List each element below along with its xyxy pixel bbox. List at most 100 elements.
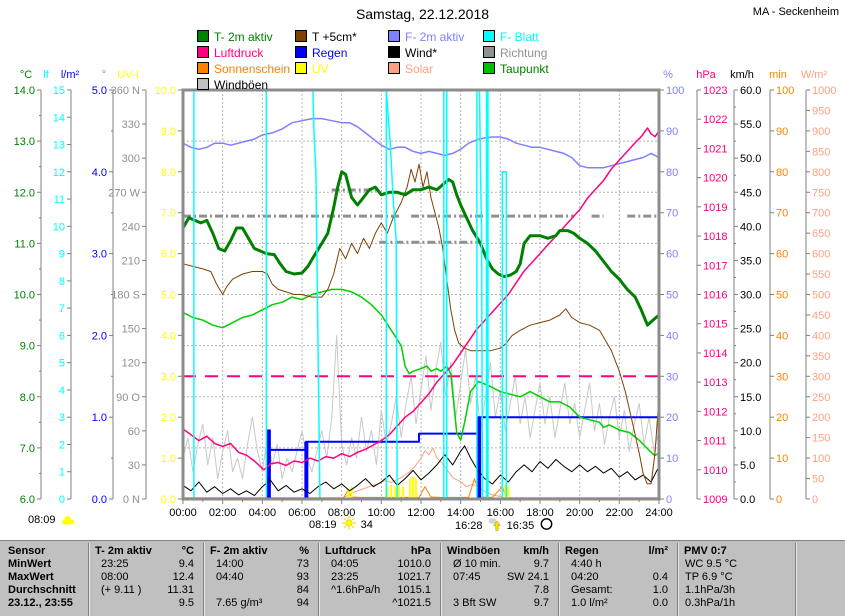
legend-label-taupunkt: Taupunkt	[500, 62, 549, 76]
legend-label-richtung: Richtung	[500, 46, 548, 60]
table-header-row: Sensor T- 2m aktiv °C F- 2m aktiv% Luftdruck…	[0, 545, 845, 558]
chart-plot-area[interactable]	[181, 88, 661, 501]
axis-tick-label-hpa: 1015	[703, 319, 727, 331]
statistics-table: Sensor T- 2m aktiv °C F- 2m aktiv% Luftdruck…	[0, 540, 845, 616]
table-column-separator	[677, 543, 679, 616]
table-cell-value: 9.4	[178, 558, 194, 570]
legend-item-wind[interactable]: Wind*	[388, 44, 437, 60]
table-cell: Luftdruck	[325, 545, 376, 557]
axis-tick-label-wm2: 500	[812, 290, 830, 302]
axis-tick-label-uv: 4.0	[161, 330, 176, 342]
series-t2m	[181, 170, 660, 327]
axis-tick-label-kmh: 5.0	[740, 460, 755, 472]
legend-item-windboeen[interactable]: Windböen	[197, 76, 268, 92]
axis-tick-label-uv: 9.0	[161, 126, 176, 138]
axis-tick-label-temp: 9.0	[20, 341, 35, 353]
legend-item-taupunkt[interactable]: Taupunkt	[483, 60, 549, 76]
table-cell: 14:00	[216, 558, 244, 570]
axis-tick-label-wm2: 950	[812, 105, 830, 117]
series-uv-bar	[504, 484, 507, 499]
legend-item-f2m[interactable]: F- 2m aktiv	[388, 28, 464, 44]
table-cell: 04:20	[571, 571, 599, 583]
x-axis-label: 16:00	[487, 507, 515, 519]
table-cell: Regen	[565, 545, 599, 557]
axis-tick-label-wm2: 750	[812, 187, 830, 199]
axis-tick-label-wm2: 200	[812, 412, 830, 424]
axis-title-dir: °	[102, 69, 106, 81]
axis-tick-label-uv: 3.0	[161, 371, 176, 383]
axis-tick-label-minutes: 30	[776, 371, 788, 383]
axis-tick-label-hum: 100	[666, 85, 684, 97]
table-cell: Ø 10 min.	[453, 558, 501, 570]
axis-tick-label-leaf: 8	[59, 276, 65, 288]
axis-tick-label-wm2: 800	[812, 167, 830, 179]
axis-tick-label-wm2: 50	[812, 474, 824, 486]
axis-tick-label-wm2: 850	[812, 146, 830, 158]
axis-tick-label-leaf: 0	[59, 494, 65, 506]
legend-label-solar: Solar	[405, 62, 434, 76]
legend-swatch-wind	[388, 46, 400, 58]
dusk-time: 16:35	[506, 520, 535, 532]
axis-tick-label-hum: 80	[666, 167, 678, 179]
axis-tick-label-hum: 10	[666, 453, 678, 465]
legend-label-t5cm: T +5cm*	[312, 30, 357, 44]
axis-tick-label-rain: 0.0	[92, 494, 107, 506]
table-cell-value: l/m²	[648, 545, 668, 557]
legend-item-sonnenschein[interactable]: Sonnenschein	[197, 60, 290, 76]
table-column-separator	[795, 543, 797, 616]
axis-tick-label-kmh: 0.0	[740, 494, 755, 506]
axis-tick-label-leaf: 5	[59, 358, 65, 370]
axis-tick-label-wm2: 350	[812, 351, 830, 363]
page-title: Samstag, 22.12.2018	[355, 6, 490, 22]
table-cell: (+ 9.11 )	[101, 584, 142, 596]
axis-tick-label-hpa: 1010	[703, 465, 727, 477]
axis-tick-label-minutes: 80	[776, 167, 788, 179]
table-cell: F- 2m aktiv	[210, 545, 268, 557]
x-axis-label: 06:00	[288, 507, 316, 519]
axis-tick-label-leaf: 10	[53, 221, 65, 233]
axis-tick-label-wm2: 450	[812, 310, 830, 322]
legend-swatch-f2m	[388, 30, 400, 42]
table-row-label: MinWert	[8, 558, 52, 570]
sunrise-annotation: 08:19 34	[309, 516, 373, 531]
table-cell-value: 0.4	[652, 571, 668, 583]
table-cell: TP 6.9 °C	[685, 571, 733, 583]
table-cell: 1.0 l/m²	[571, 597, 608, 609]
axis-tick-label-uv: 7.0	[161, 208, 176, 220]
legend-item-richtung[interactable]: Richtung	[483, 44, 548, 60]
legend-swatch-fblatt	[483, 30, 495, 42]
axis-tick-label-temp: 8.0	[20, 392, 35, 404]
axis-tick-label-minutes: 20	[776, 412, 788, 424]
legend-swatch-t5cm	[295, 30, 307, 42]
series-sonnenschein	[183, 478, 659, 499]
legend-swatch-regen	[295, 46, 307, 58]
legend-item-t2m[interactable]: T- 2m aktiv	[197, 28, 273, 44]
axis-tick-label-dir: 270 W	[108, 187, 140, 199]
axis-tick-label-wm2: 900	[812, 126, 830, 138]
axis-tick-label-dir: 120	[122, 358, 140, 370]
axis-tick-label-leaf: 15	[53, 85, 65, 97]
x-axis-label: 02:00	[209, 507, 237, 519]
legend-item-solar[interactable]: Solar	[388, 60, 434, 76]
legend-item-uv[interactable]: UV	[295, 60, 329, 76]
table-column-separator	[203, 543, 205, 616]
table-column-separator	[558, 543, 560, 616]
axis-tick-label-minutes: 10	[776, 453, 788, 465]
x-axis-label: 20:00	[566, 507, 594, 519]
legend-item-t5cm[interactable]: T +5cm*	[295, 28, 357, 44]
axis-tick-label-hpa: 1016	[703, 290, 727, 302]
axis-tick-label-minutes: 70	[776, 208, 788, 220]
sun-icon	[341, 516, 356, 530]
legend-item-fblatt[interactable]: F- Blatt	[483, 28, 539, 44]
table-cell-value: 93	[296, 571, 309, 583]
x-axis-label: 10:00	[368, 507, 396, 519]
axis-tick-label-temp: 11.0	[14, 238, 35, 250]
sunset-icon	[488, 518, 501, 531]
series-taupunkt	[182, 288, 660, 457]
legend-item-luftdruck[interactable]: Luftdruck	[197, 44, 263, 60]
legend-swatch-taupunkt	[483, 62, 495, 74]
table-cell-value: 9.7	[533, 558, 549, 570]
legend-item-regen[interactable]: Regen	[295, 44, 347, 60]
table-cell-value: 94	[296, 597, 309, 609]
station-name: MA - Seckenheim	[752, 6, 839, 18]
